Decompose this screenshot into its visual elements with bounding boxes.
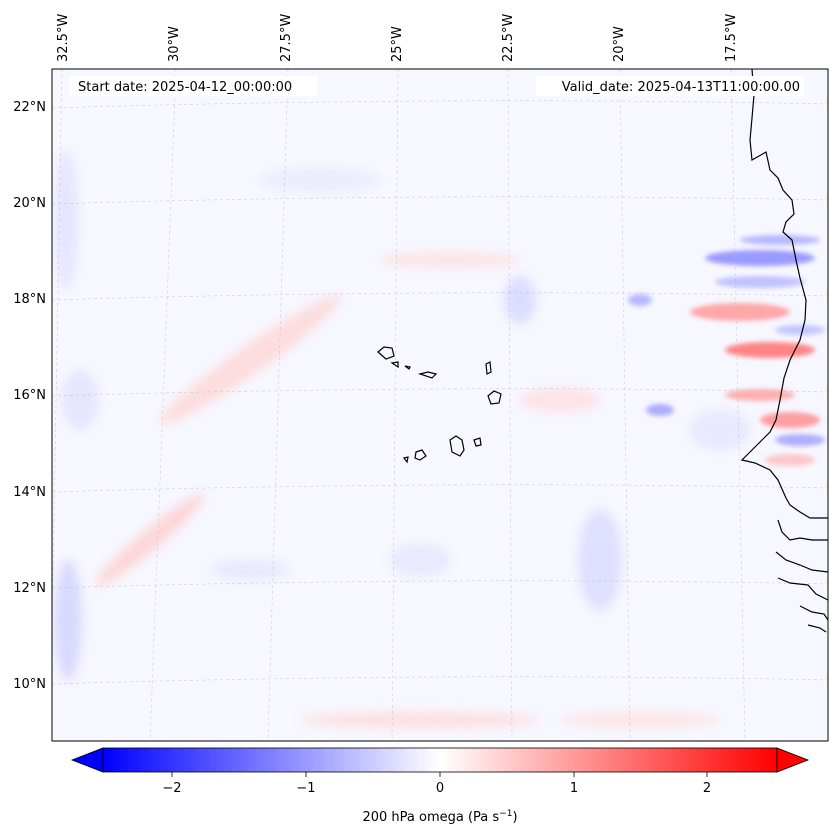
colorbar-tick: 0 [436,781,444,796]
longitude-labels: 32.5°W 30°W 27.5°W 25°W 22.5°W 20°W 17.5… [56,14,739,62]
lon-label: 27.5°W [279,14,294,62]
lon-label: 30°W [167,26,182,62]
latitude-labels: 22°N 20°N 18°N 16°N 14°N 12°N 10°N [13,100,46,692]
coastlines [377,69,828,633]
lat-label: 12°N [13,581,46,596]
lon-label: 32.5°W [56,14,71,62]
lat-label: 18°N [13,292,46,307]
start-date-label: Start date: 2025-04-12_00:00:00 [78,80,292,95]
valid-date-label: Valid_date: 2025-04-13T11:00:00.00 [562,80,800,95]
lat-label: 20°N [13,196,46,211]
colorbar-tick: 1 [570,781,578,796]
lat-label: 10°N [13,677,46,692]
colorbar-tick: −2 [162,781,181,796]
colorbar-body [102,747,778,773]
lon-label: 20°W [612,26,627,62]
colorbar-label: 200 hPa omega (Pa s−1) [362,809,517,825]
map-frame [51,68,829,742]
colorbar-tick: 2 [703,781,711,796]
colorbar-extend-max [776,747,810,773]
lat-label: 14°N [13,485,46,500]
omega-field [52,69,828,741]
colorbar: −2 −1 0 1 2 200 hPa omega (Pa s−1) [70,747,810,825]
colorbar-tick: −1 [296,781,315,796]
lon-label: 17.5°W [724,14,739,62]
lon-label: 25°W [390,26,405,62]
lat-label: 16°N [13,388,46,403]
lon-label: 22.5°W [501,14,516,62]
africa-coastline [740,69,828,519]
graticule [52,69,828,741]
lat-label: 22°N [13,100,46,115]
colorbar-extend-min [70,747,104,773]
cape-verde-islands [377,346,395,360]
